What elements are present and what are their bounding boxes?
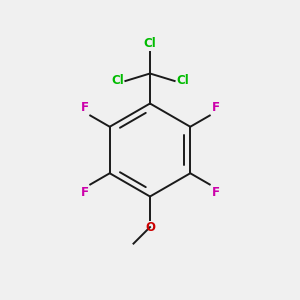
Text: F: F bbox=[80, 186, 88, 199]
Text: Cl: Cl bbox=[144, 38, 156, 50]
Text: Cl: Cl bbox=[176, 74, 189, 88]
Text: O: O bbox=[145, 221, 155, 234]
Text: F: F bbox=[212, 186, 220, 199]
Text: Cl: Cl bbox=[111, 74, 124, 88]
Text: F: F bbox=[80, 101, 88, 114]
Text: F: F bbox=[212, 101, 220, 114]
